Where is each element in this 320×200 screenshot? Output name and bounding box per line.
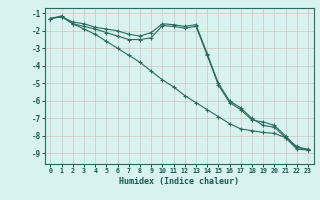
X-axis label: Humidex (Indice chaleur): Humidex (Indice chaleur) bbox=[119, 177, 239, 186]
